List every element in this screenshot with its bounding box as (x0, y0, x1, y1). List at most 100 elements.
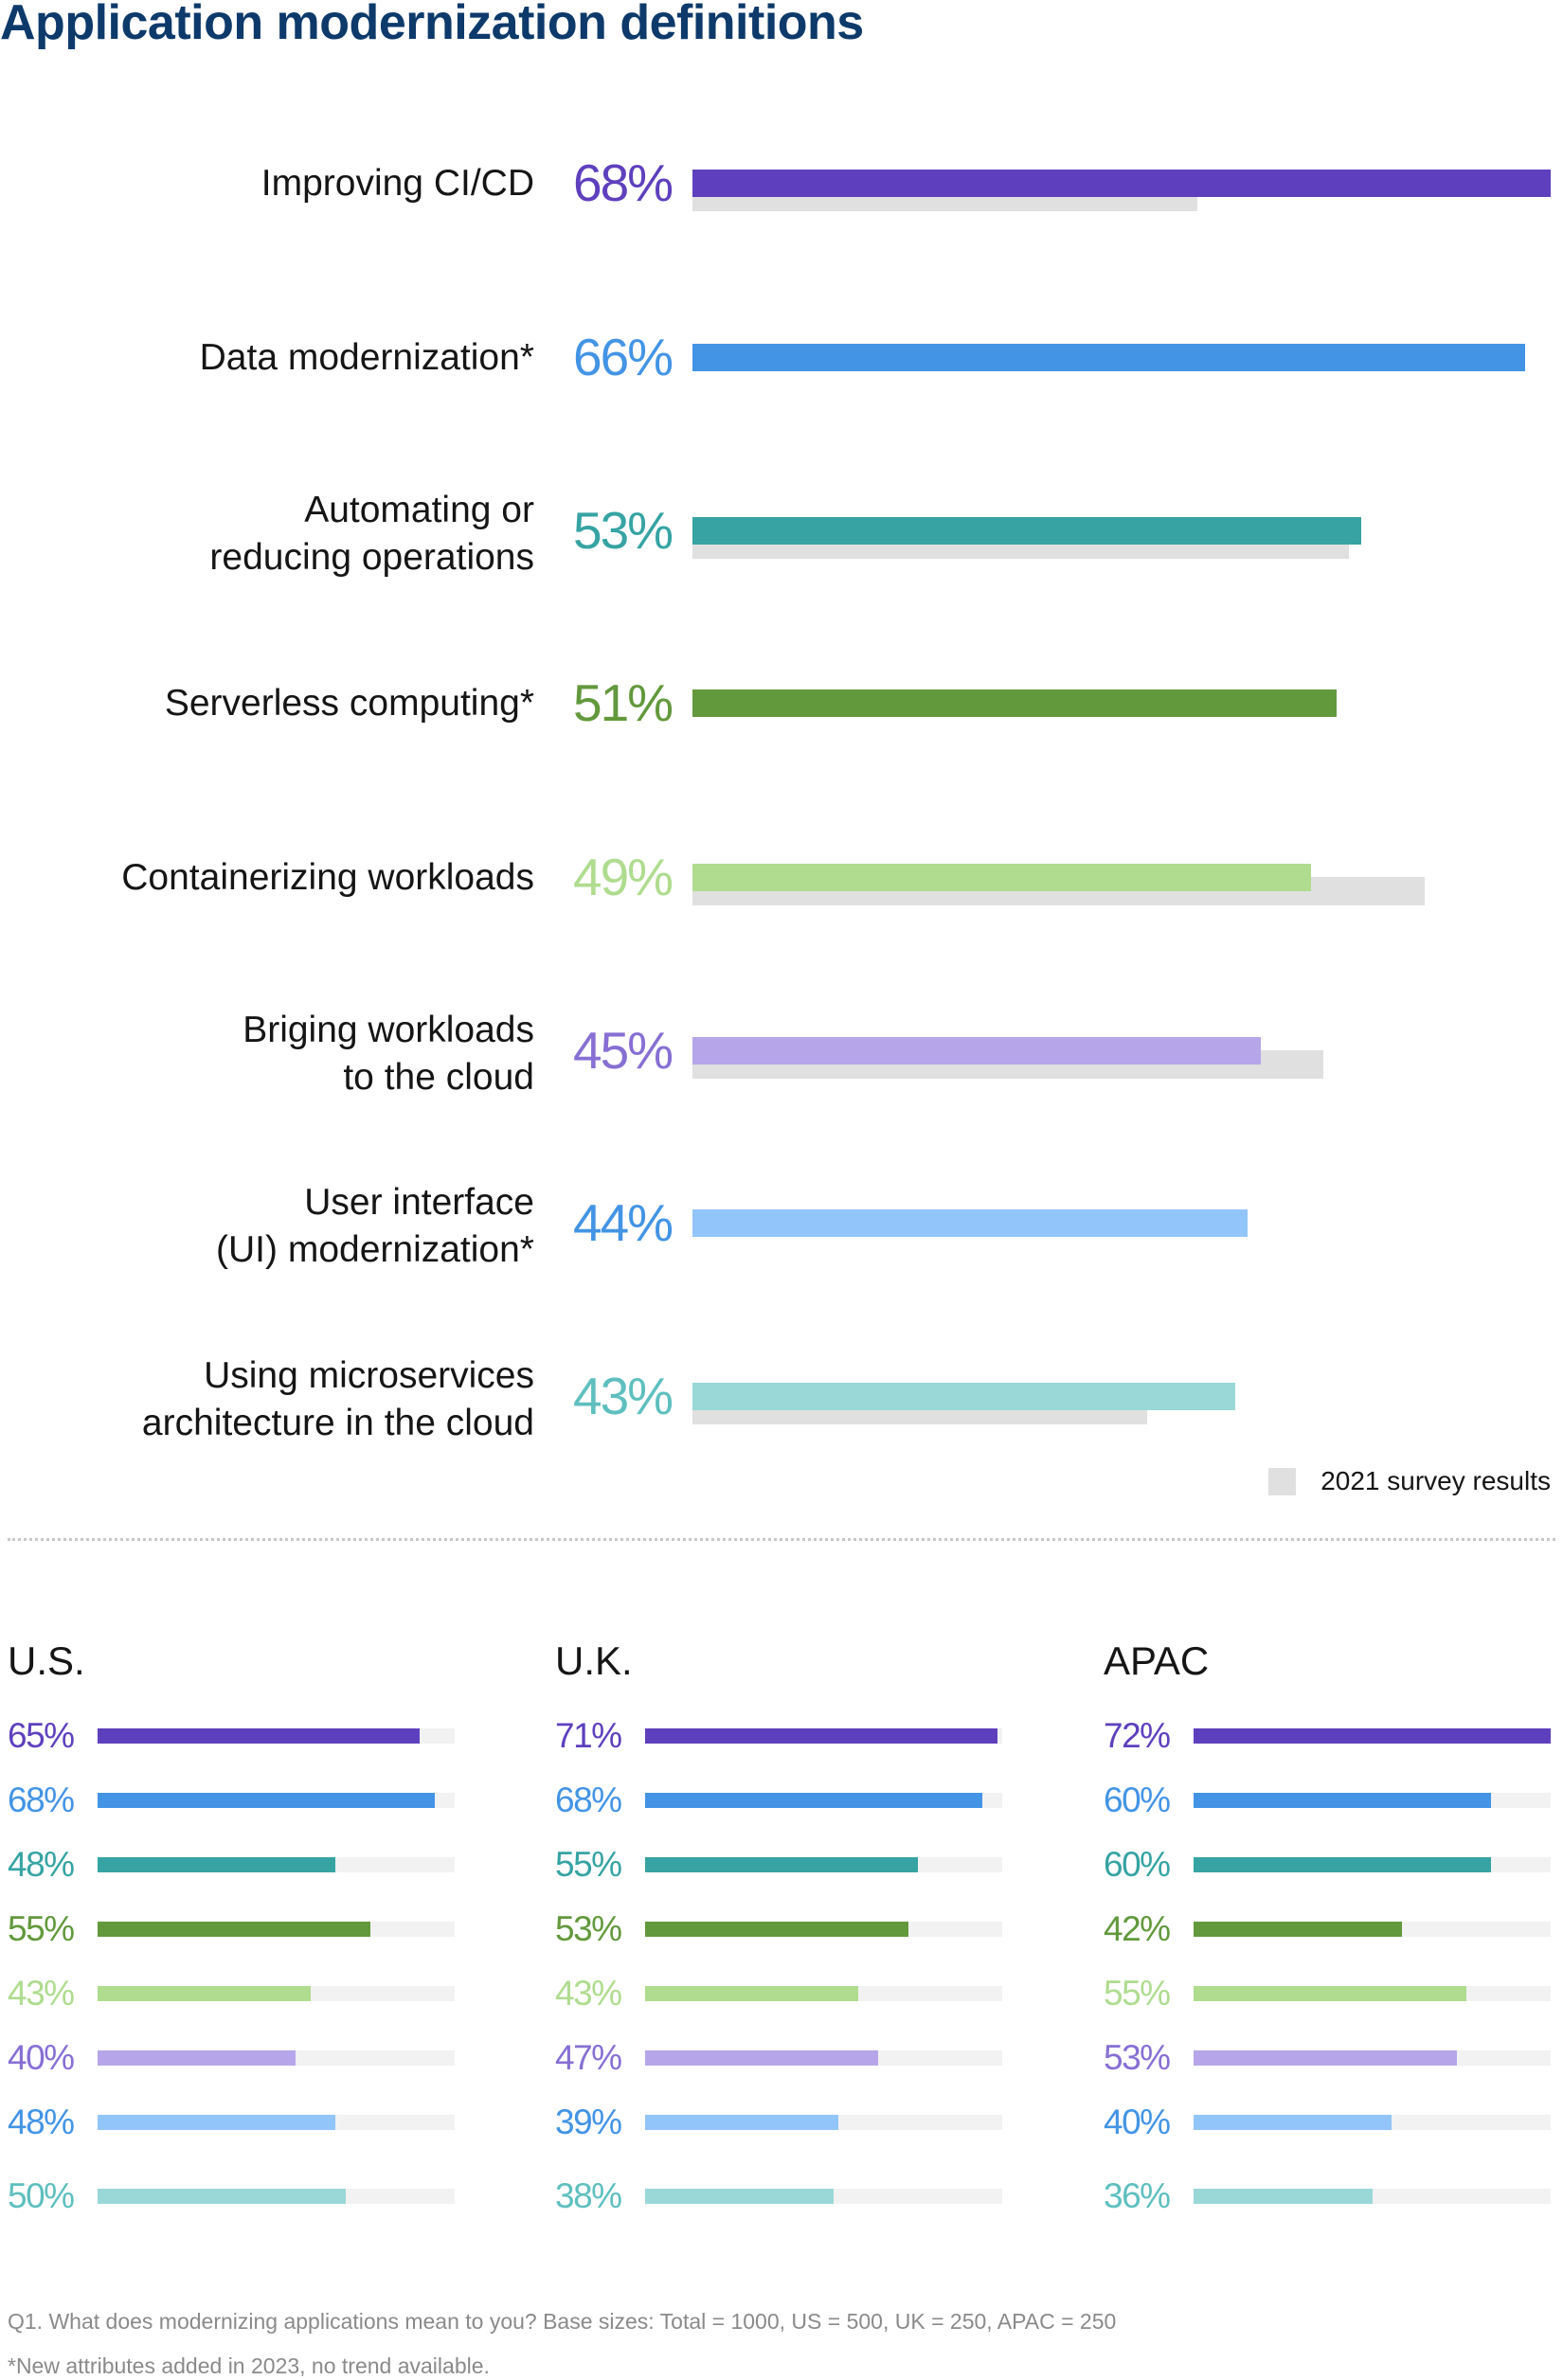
region-bar (645, 1986, 859, 2001)
region-value-label: 36% (1104, 2176, 1171, 2215)
category-label: Automating or reducing operations (209, 487, 534, 582)
value-label: 44% (573, 1193, 674, 1252)
region-bar-track (98, 1728, 455, 1744)
category-label-line: Automating or (304, 490, 534, 530)
legend-label-2021: 2021 survey results (1320, 1466, 1551, 1495)
category-label-line: to the cloud (343, 1057, 534, 1098)
region-value-label: 53% (555, 1909, 622, 1948)
region-bar-track (1194, 2189, 1551, 2204)
region-bar (98, 2115, 336, 2130)
region-bar (98, 1728, 421, 1744)
region-bar-track (98, 1793, 455, 1808)
region-value-label: 43% (555, 1974, 622, 2013)
region-bar-track (98, 2050, 455, 2066)
region-bar (1194, 1857, 1492, 1872)
category-label-line: Containerizing workloads (121, 857, 534, 898)
region-bar-track (1194, 1728, 1551, 1744)
region-bar (645, 2189, 834, 2204)
region-bar (645, 1793, 983, 1808)
region-value-label: 48% (8, 2103, 75, 2141)
category-label: Serverless computing* (165, 680, 534, 727)
region-bar-track (645, 1728, 1002, 1744)
bar-2023 (692, 1383, 1235, 1410)
category-label: Using microservices architecture in the c… (142, 1352, 534, 1447)
region-value-label: 60% (1104, 1845, 1171, 1884)
value-label: 68% (573, 153, 674, 212)
region-title: APAC (1104, 1638, 1210, 1683)
region-value-label: 68% (8, 1781, 75, 1819)
category-label: User interface (UI) modernization* (216, 1179, 534, 1274)
region-value-label: 71% (555, 1716, 622, 1755)
region-bar (645, 2050, 879, 2066)
chart-row: Briging workloads to the cloud 45% (0, 1010, 1563, 1113)
value-label: 49% (573, 848, 674, 906)
value-label: 53% (573, 501, 674, 560)
region-bar-track (645, 2050, 1002, 2066)
region-value-label: 40% (8, 2038, 75, 2077)
category-label-line: Using microservices (204, 1355, 534, 1396)
category-label-line: reducing operations (209, 537, 534, 578)
region-bar-track (98, 2115, 455, 2130)
bar-2023 (692, 344, 1526, 371)
category-label-line: Briging workloads (243, 1010, 534, 1050)
region-bar (98, 2050, 296, 2066)
region-value-label: 50% (8, 2176, 75, 2215)
region-bar-track (98, 2189, 455, 2204)
region-bar-track (98, 1922, 455, 1937)
region-value-label: 72% (1104, 1716, 1171, 1755)
region-bar (1194, 1922, 1402, 1937)
region-value-label: 47% (555, 2038, 622, 2077)
value-label: 45% (573, 1021, 674, 1080)
region-bar (645, 1728, 997, 1744)
region-value-label: 39% (555, 2103, 622, 2141)
page-title: Application modernization definitions (0, 0, 864, 50)
region-bar-track (645, 2189, 1002, 2204)
region-value-label: 43% (8, 1974, 75, 2013)
region-value-label: 38% (555, 2176, 622, 2215)
region-bar-track (645, 1857, 1002, 1872)
bar-2023 (692, 517, 1362, 545)
chart-row: Serverless computing* 51% (0, 674, 1563, 765)
region-bar-track (1194, 1793, 1551, 1808)
region-bar (645, 1857, 918, 1872)
region-bar-track (1194, 2115, 1551, 2130)
bar-2023 (692, 1209, 1249, 1237)
region-title: U.K. (555, 1638, 633, 1683)
region-bar-track (1194, 1922, 1551, 1937)
category-label: Containerizing workloads (121, 854, 534, 902)
region-value-label: 48% (8, 1845, 75, 1884)
region-bar (1194, 2189, 1373, 2204)
region-bar (98, 1986, 312, 2001)
region-bar (645, 1922, 908, 1937)
category-label: Data modernization* (200, 334, 534, 382)
category-label-line: Serverless computing* (164, 683, 534, 724)
region-value-label: 65% (8, 1716, 75, 1755)
region-bar (1194, 1793, 1492, 1808)
category-label-line: User interface (304, 1182, 534, 1223)
footnote-question: Q1. What does modernizing applications m… (8, 2309, 1117, 2334)
value-label: 66% (573, 328, 674, 386)
region-bar-track (645, 1986, 1002, 2001)
region-bar-track (645, 1793, 1002, 1808)
region-bar-track (645, 1922, 1002, 1937)
category-label-line: (UI) modernization* (216, 1229, 534, 1270)
region-bar-track (645, 2115, 1002, 2130)
bar-2023 (692, 864, 1311, 891)
bar-2023 (692, 1037, 1261, 1065)
chart-row: Automating or reducing operations 53% (0, 490, 1563, 593)
region-title: U.S. (8, 1638, 85, 1683)
region-bar (98, 2189, 346, 2204)
region-bar (1194, 2050, 1457, 2066)
footnote-new-attributes: *New attributes added in 2023, no trend … (8, 2353, 490, 2378)
region-bar (645, 2115, 839, 2130)
region-bar (1194, 1986, 1466, 2001)
region-bar (98, 1793, 436, 1808)
region-value-label: 53% (1104, 2038, 1171, 2077)
chart-row: Data modernization* 66% (0, 329, 1563, 420)
chart-row: Using microservices architecture in the c… (0, 1355, 1563, 1458)
region-bar (98, 1922, 370, 1937)
chart-row: User interface (UI) modernization* 44% (0, 1182, 1563, 1285)
region-value-label: 68% (555, 1781, 622, 1819)
bar-2023 (692, 170, 1551, 197)
region-bar-track (1194, 2050, 1551, 2066)
